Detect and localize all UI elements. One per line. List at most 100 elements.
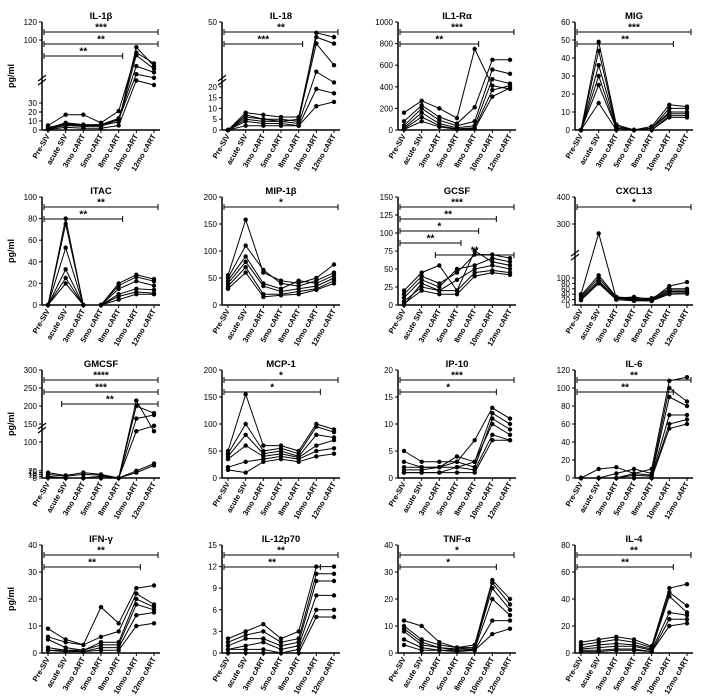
data-point bbox=[296, 650, 301, 656]
data-point bbox=[401, 127, 407, 132]
data-point bbox=[437, 118, 442, 123]
data-point bbox=[151, 610, 157, 615]
panel-title: IL-12p70 bbox=[262, 534, 301, 545]
data-point bbox=[331, 80, 337, 85]
data-point bbox=[81, 475, 86, 481]
data-point bbox=[596, 281, 601, 286]
data-point bbox=[472, 270, 477, 275]
data-point bbox=[614, 637, 619, 642]
y-tick-label: 100 bbox=[24, 438, 38, 447]
y-tick-label: 6 bbox=[213, 606, 218, 615]
data-point bbox=[151, 61, 157, 66]
data-point bbox=[151, 412, 157, 418]
y-tick-label: 50 bbox=[561, 36, 570, 45]
significance-label: *** bbox=[451, 23, 463, 34]
data-point bbox=[419, 284, 424, 290]
data-point bbox=[151, 423, 157, 428]
data-point bbox=[507, 602, 513, 607]
data-point bbox=[261, 636, 266, 641]
data-point bbox=[134, 613, 139, 618]
data-point bbox=[98, 648, 104, 653]
significance-label: ** bbox=[97, 198, 105, 209]
panel-title: CXCL13 bbox=[616, 186, 652, 197]
data-point bbox=[63, 281, 68, 286]
data-point bbox=[314, 454, 319, 459]
data-point bbox=[314, 104, 319, 109]
data-point bbox=[490, 57, 495, 62]
data-point bbox=[667, 394, 672, 400]
data-point bbox=[243, 632, 248, 638]
y-tick-label: 0 bbox=[389, 301, 394, 310]
data-point bbox=[631, 475, 637, 481]
y-tick-label: 20 bbox=[28, 108, 37, 117]
data-point bbox=[437, 106, 442, 111]
data-point bbox=[667, 590, 672, 595]
data-point bbox=[649, 298, 654, 304]
data-point bbox=[472, 470, 477, 475]
data-point bbox=[437, 288, 442, 293]
data-point bbox=[614, 471, 619, 476]
y-tick-label: 150 bbox=[24, 420, 38, 429]
data-point bbox=[243, 254, 248, 259]
y-tick-label: 60 bbox=[28, 236, 37, 245]
data-point bbox=[596, 231, 601, 236]
y-tick-label: 150 bbox=[204, 220, 218, 229]
data-point bbox=[63, 245, 68, 250]
data-point bbox=[507, 259, 513, 264]
y-tick-label: 5 bbox=[33, 472, 38, 481]
data-point bbox=[507, 272, 513, 277]
data-point bbox=[116, 283, 121, 288]
y-axis-label: pg/ml bbox=[6, 587, 16, 611]
data-point bbox=[81, 112, 86, 117]
data-point bbox=[261, 629, 266, 634]
significance-label: * bbox=[270, 383, 274, 394]
data-point bbox=[278, 647, 284, 652]
y-tick-label: 40 bbox=[28, 258, 37, 267]
y-tick-label: 40 bbox=[561, 438, 570, 447]
data-point bbox=[243, 265, 248, 270]
data-point bbox=[81, 302, 86, 308]
significance-label: ** bbox=[435, 35, 443, 46]
data-point bbox=[401, 459, 407, 464]
data-point bbox=[578, 127, 584, 133]
y-tick-label: 10 bbox=[208, 104, 217, 113]
data-point bbox=[437, 284, 442, 290]
y-tick-label: 0 bbox=[33, 649, 38, 658]
data-point bbox=[134, 596, 139, 602]
data-point bbox=[596, 649, 601, 654]
data-point bbox=[151, 279, 157, 284]
data-point bbox=[331, 593, 337, 598]
y-tick-label: 1000 bbox=[375, 18, 393, 27]
data-point bbox=[684, 417, 690, 422]
data-point bbox=[134, 72, 139, 77]
data-point bbox=[98, 302, 104, 308]
data-point bbox=[314, 443, 319, 448]
data-point bbox=[472, 46, 477, 52]
data-point bbox=[454, 288, 460, 293]
data-point bbox=[261, 294, 266, 300]
data-point bbox=[278, 636, 284, 641]
data-point bbox=[684, 399, 690, 404]
data-point bbox=[278, 650, 284, 656]
data-point bbox=[454, 470, 460, 475]
data-point bbox=[243, 217, 248, 222]
data-point bbox=[314, 571, 319, 576]
data-point bbox=[151, 429, 157, 434]
y-tick-label: 30 bbox=[384, 568, 393, 577]
y-tick-label: 100 bbox=[24, 193, 38, 202]
data-point bbox=[116, 116, 121, 121]
significance-label: ** bbox=[621, 35, 629, 46]
data-point bbox=[490, 405, 495, 410]
data-point bbox=[667, 623, 672, 629]
series-line bbox=[581, 387, 688, 479]
data-point bbox=[437, 459, 442, 464]
data-point bbox=[331, 91, 337, 96]
data-point bbox=[667, 378, 672, 383]
data-point bbox=[684, 106, 690, 111]
significance-label: ** bbox=[471, 246, 479, 257]
panel-title: IL1-Rα bbox=[442, 11, 472, 22]
